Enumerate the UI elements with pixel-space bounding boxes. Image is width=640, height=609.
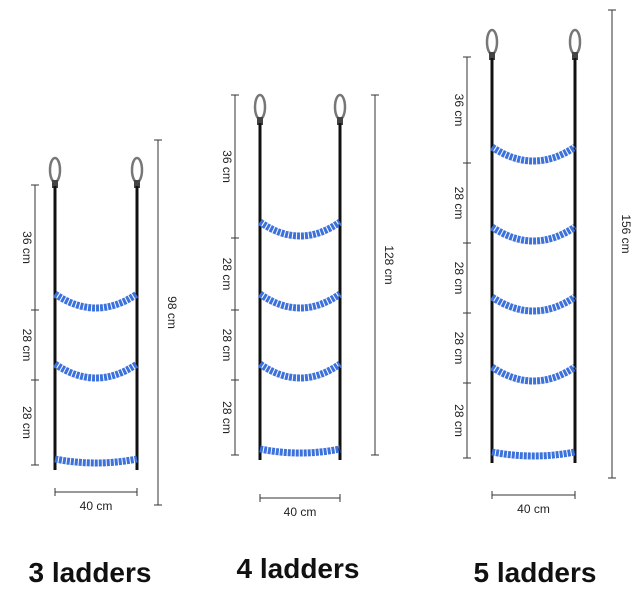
hook [253,93,267,121]
segment-label: 28 cm [220,401,234,434]
segment-label: 28 cm [20,329,34,362]
hook [333,93,347,121]
hook-clamp [134,180,140,188]
hook-clamp [52,180,58,188]
width-label: 40 cm [284,505,317,519]
width-label: 40 cm [517,502,550,516]
rung [491,448,576,460]
segment-label: 28 cm [452,262,466,295]
rung [259,445,341,457]
rung [490,144,577,165]
total-label: 156 cm [619,214,633,253]
segment-label: 36 cm [220,150,234,183]
caption: 3 ladders [29,557,152,588]
segment-label: 28 cm [220,258,234,291]
segment-label: 28 cm [452,187,466,220]
segment-label: 28 cm [452,332,466,365]
rung [257,361,343,382]
segment-label: 28 cm [20,406,34,439]
hook [48,156,62,184]
total-label: 128 cm [382,245,396,284]
segment-label: 36 cm [452,94,466,127]
rung [54,455,138,467]
rung [257,219,343,240]
rung [490,294,577,315]
rung [490,224,577,245]
rung [257,291,343,312]
caption: 5 ladders [474,557,597,588]
hook-clamp [337,117,343,125]
hook-clamp [572,52,578,60]
total-label: 98 cm [165,296,179,329]
segment-label: 28 cm [452,404,466,437]
hook-clamp [257,117,263,125]
hook-clamp [489,52,495,60]
rung [53,291,139,312]
caption: 4 ladders [237,553,360,584]
segment-label: 36 cm [20,231,34,264]
hook [130,156,144,184]
hook [568,28,582,56]
rung [53,361,139,382]
rung [490,364,577,385]
segment-label: 28 cm [220,329,234,362]
width-label: 40 cm [80,499,113,513]
hook [485,28,499,56]
